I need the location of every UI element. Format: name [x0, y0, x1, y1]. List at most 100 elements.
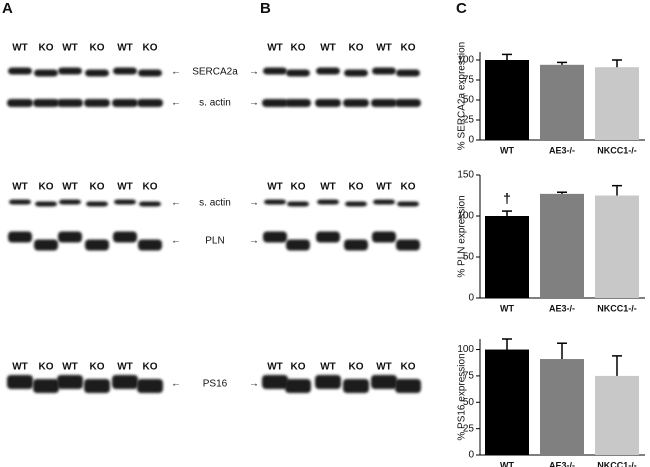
y-tick-label: 100 — [457, 211, 474, 222]
arrow: ← — [171, 236, 181, 247]
blot-row-label: SERCA2a — [192, 67, 238, 78]
error-bar — [502, 53, 512, 60]
arrow: → — [249, 98, 259, 109]
lane-label: WT — [376, 43, 392, 54]
lane-label: WT — [320, 362, 336, 373]
blot-band — [112, 99, 138, 107]
lane-label: KO — [401, 362, 416, 373]
bar — [595, 67, 639, 140]
blot-band — [139, 201, 161, 207]
blot-band — [315, 375, 341, 389]
bar — [595, 375, 639, 455]
blot-band — [85, 69, 109, 77]
lane-label: WT — [62, 362, 78, 373]
x-tick-label: WT — [500, 460, 514, 467]
panel-label: B — [260, 0, 271, 17]
y-tick-label: 50 — [463, 397, 475, 408]
blot-band — [86, 201, 108, 207]
error-bar — [612, 184, 622, 196]
y-tick-label: 75 — [463, 75, 475, 86]
blot-band — [137, 99, 163, 107]
arrow: ← — [171, 67, 181, 78]
blot-row-label: s. actin — [199, 198, 231, 209]
y-tick-label: 150 — [457, 170, 474, 181]
bar — [595, 195, 639, 298]
arrow: → — [249, 379, 259, 390]
blot-band — [343, 379, 369, 393]
blot-band — [58, 67, 82, 75]
bar — [485, 60, 529, 140]
y-tick-label: 0 — [468, 293, 474, 304]
error-bar — [557, 342, 567, 360]
lane-label: WT — [267, 182, 283, 193]
blot-band — [113, 67, 137, 75]
blot-band — [264, 199, 286, 205]
lane-label: WT — [117, 182, 133, 193]
blot-band — [262, 99, 288, 107]
bar — [485, 216, 529, 298]
blot-band — [113, 231, 137, 243]
error-bar — [502, 210, 512, 216]
annotation: † — [503, 190, 511, 206]
arrow: → — [249, 67, 259, 78]
x-tick-label: AE3-/- — [549, 303, 575, 313]
lane-label: WT — [320, 182, 336, 193]
y-tick-label: 25 — [463, 115, 475, 126]
lane-label: WT — [267, 362, 283, 373]
lane-label: KO — [291, 182, 306, 193]
y-tick-label: 0 — [468, 450, 474, 461]
blot-band — [395, 379, 421, 393]
y-tick-label: 75 — [463, 371, 475, 382]
lane-label: WT — [62, 43, 78, 54]
blot-band — [112, 375, 138, 389]
blot-band — [35, 201, 57, 207]
blot-band — [286, 69, 310, 77]
x-tick-label: WT — [500, 145, 514, 155]
bar — [485, 349, 529, 455]
lane-label: WT — [117, 43, 133, 54]
blot-band — [138, 239, 162, 251]
blot-band — [57, 99, 83, 107]
y-axis-label: % PLN expression — [457, 195, 468, 277]
lane-label: WT — [267, 43, 283, 54]
y-tick-label: 50 — [463, 95, 475, 106]
lane-label: WT — [117, 362, 133, 373]
arrow: ← — [171, 379, 181, 390]
blot-band — [344, 69, 368, 77]
lane-label: KO — [349, 43, 364, 54]
blot-band — [137, 379, 163, 393]
blot-band — [114, 199, 136, 205]
y-axis-label: % SERCA2a expression — [457, 42, 468, 150]
blot-band — [285, 99, 311, 107]
blot-band — [397, 201, 419, 207]
blot-band — [85, 239, 109, 251]
blot-band — [7, 99, 33, 107]
blot-band — [395, 99, 421, 107]
x-tick-label: WT — [500, 303, 514, 313]
blot-band — [316, 67, 340, 75]
blot-band — [396, 239, 420, 251]
y-tick-label: 25 — [463, 423, 475, 434]
blot-band — [371, 99, 397, 107]
blot-band — [316, 231, 340, 243]
lane-label: KO — [39, 362, 54, 373]
blot-band — [286, 239, 310, 251]
blot-band — [263, 231, 287, 243]
lane-label: KO — [90, 362, 105, 373]
error-bar — [612, 355, 622, 376]
blot-band — [343, 99, 369, 107]
lane-label: KO — [291, 43, 306, 54]
lane-label: WT — [376, 362, 392, 373]
lane-label: KO — [143, 182, 158, 193]
blot-band — [34, 69, 58, 77]
y-tick-label: 0 — [468, 135, 474, 146]
x-tick-label: NKCC1-/- — [597, 460, 637, 467]
blot-band — [345, 201, 367, 207]
lane-label: KO — [349, 182, 364, 193]
blot-band — [371, 375, 397, 389]
blot-band — [57, 375, 83, 389]
y-tick-label: 50 — [463, 252, 475, 263]
blot-band — [373, 199, 395, 205]
bar — [540, 193, 584, 298]
